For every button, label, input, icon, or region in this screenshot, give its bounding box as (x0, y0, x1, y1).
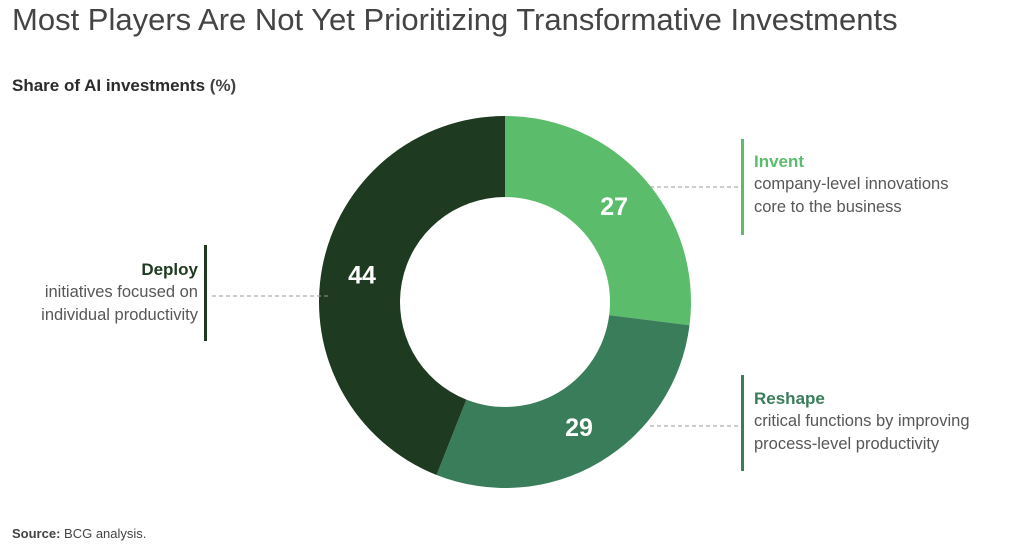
reshape-label: Reshape critical functions by improving … (754, 387, 970, 456)
deploy-desc-line1: initiatives focused on (44, 283, 198, 301)
source-note: Source: BCG analysis. (12, 526, 146, 541)
leader-lines (212, 186, 738, 427)
invent-name: Invent (754, 152, 805, 171)
value-labels: 27 29 44 (348, 193, 628, 442)
reshape-label-bar (741, 375, 744, 471)
invent-label-bar (741, 139, 744, 235)
reshape-desc-line2: process-level productivity (754, 435, 940, 453)
invent-desc-line2: core to the business (754, 198, 902, 216)
deploy-desc-line2: individual productivity (41, 306, 198, 324)
invent-desc-line1: company-level innovations (754, 175, 949, 193)
deploy-label-bar (204, 245, 207, 341)
subtitle-unit: (%) (209, 76, 237, 95)
reshape-value-label: 29 (565, 414, 593, 442)
deploy-value-label: 44 (348, 262, 376, 290)
invent-value-label: 27 (600, 193, 628, 221)
donut-slices (319, 116, 691, 488)
deploy-slice (319, 116, 505, 475)
invent-slice (505, 116, 691, 326)
invent-label: Invent company-level innovations core to… (754, 150, 948, 219)
page-title: Most Players Are Not Yet Prioritizing Tr… (12, 2, 898, 37)
reshape-desc-line1: critical functions by improving (754, 412, 970, 430)
source-text: BCG analysis. (64, 526, 147, 541)
source-label: Source: (12, 526, 61, 541)
deploy-label: Deploy initiatives focused on individual… (41, 258, 198, 327)
subtitle-text: Share of AI investments (12, 76, 206, 95)
reshape-slice (436, 315, 690, 488)
deploy-name: Deploy (141, 260, 198, 279)
chart-subtitle: Share of AI investments (%) (12, 76, 236, 96)
reshape-name: Reshape (754, 389, 825, 408)
